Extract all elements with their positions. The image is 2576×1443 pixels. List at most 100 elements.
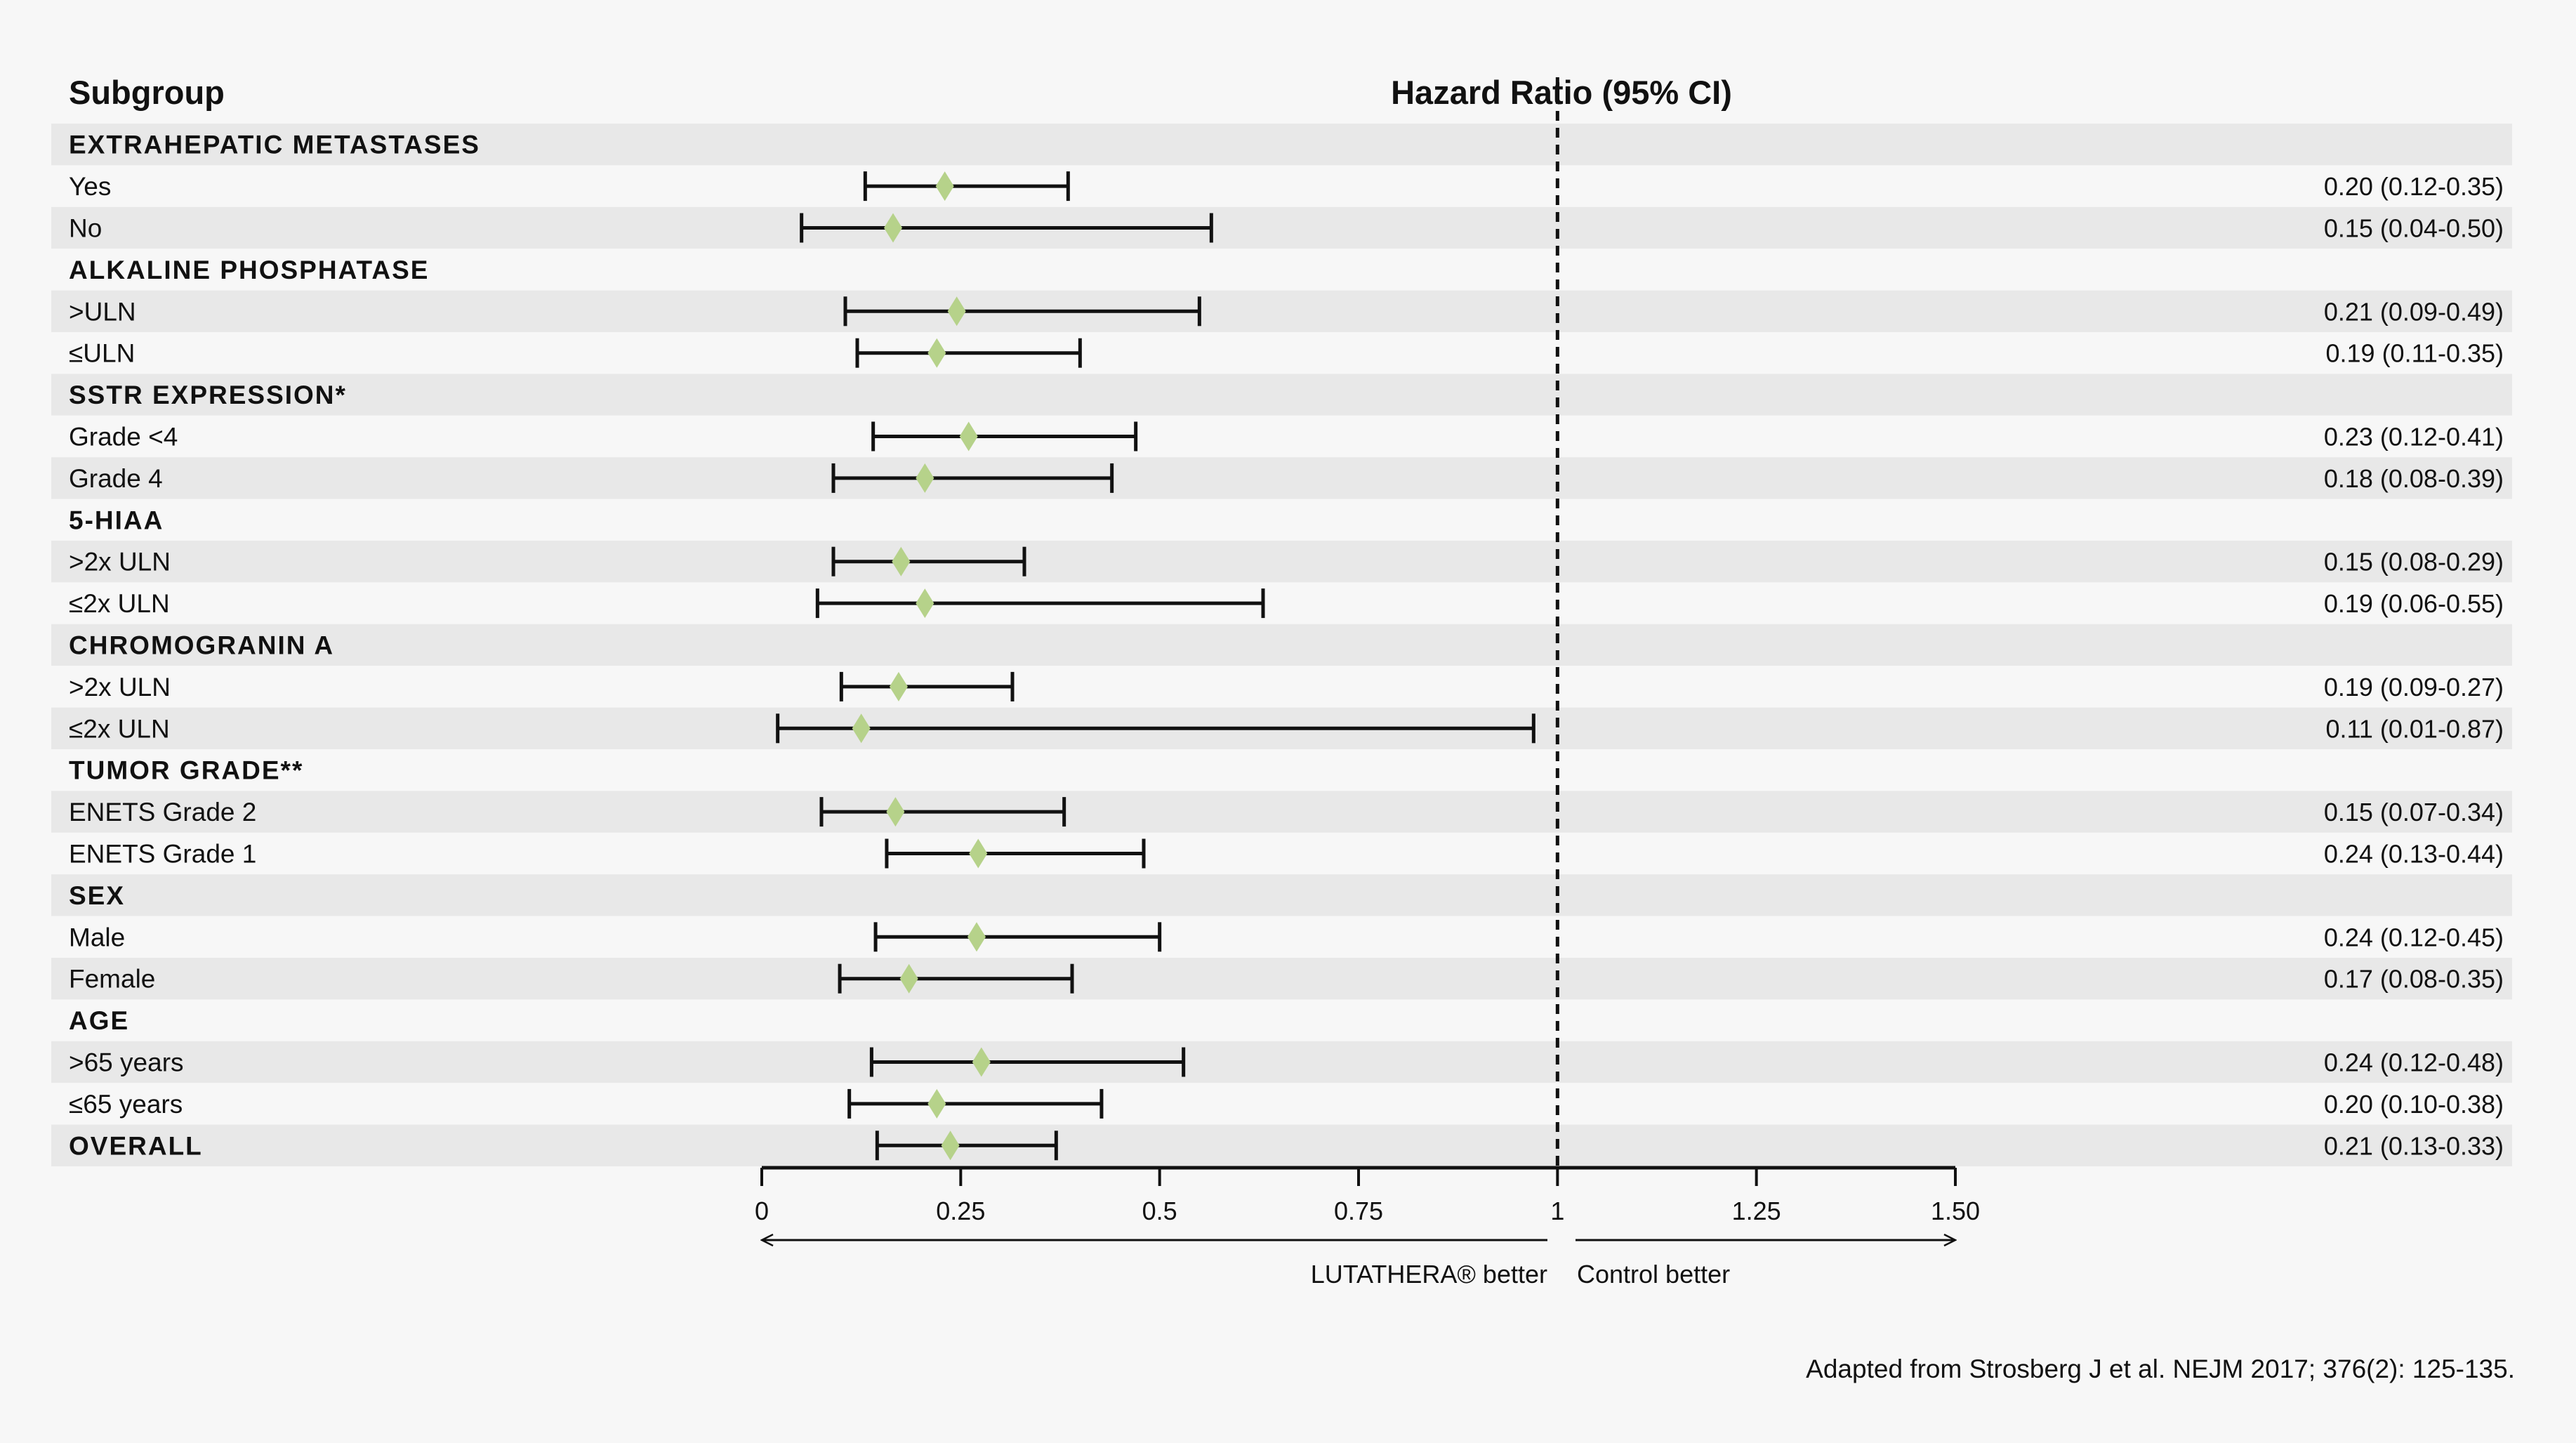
- hazard-ratio-marker: [967, 922, 986, 952]
- subgroup-header-row: SSTR EXPRESSION*: [69, 381, 345, 409]
- direction-indicators: LUTATHERA® better Control better: [762, 1240, 1955, 1289]
- hazard-ratio-marker: [916, 463, 934, 493]
- ci-value-text: 0.21 (0.13-0.33): [2324, 1131, 2504, 1160]
- ci-value-text: 0.24 (0.13-0.44): [2324, 840, 2504, 869]
- subgroup-row: Grade 4 0.18 (0.08-0.39): [69, 463, 2504, 493]
- hazard-ratio-marker: [884, 213, 902, 243]
- subgroup-label: Male: [69, 923, 125, 951]
- x-tick-label: 0.25: [936, 1197, 985, 1225]
- row-band: [51, 290, 2512, 332]
- ci-value-text: 0.19 (0.11-0.35): [2326, 339, 2504, 368]
- ci-value-text: 0.19 (0.06-0.55): [2324, 589, 2504, 618]
- ci-value-text: 0.21 (0.09-0.49): [2324, 297, 2504, 326]
- lutathera-better-label: LUTATHERA® better: [1311, 1260, 1547, 1289]
- category-label: ALKALINE PHOSPHATASE: [69, 256, 429, 284]
- hazard-ratio-marker: [927, 338, 946, 368]
- x-tick-label: 1.50: [1931, 1197, 1980, 1225]
- control-better-label: Control better: [1577, 1260, 1730, 1289]
- x-tick-label: 0.75: [1334, 1197, 1383, 1225]
- subgroup-label: >ULN: [69, 297, 136, 326]
- ci-value-text: 0.20 (0.12-0.35): [2324, 172, 2504, 201]
- category-label: AGE: [69, 1006, 129, 1035]
- hazard-ratio-marker: [969, 838, 988, 869]
- subgroup-label: >2x ULN: [69, 548, 171, 576]
- hazard-ratio-marker: [935, 171, 954, 202]
- subgroup-row: Grade <4 0.23 (0.12-0.41): [69, 421, 2504, 452]
- subgroup-header-row: AGE: [69, 1006, 129, 1035]
- subgroup-label: ≤ULN: [69, 339, 135, 368]
- hazard-ratio-marker: [916, 588, 934, 619]
- row-band: [51, 1083, 2512, 1125]
- x-tick-label: 0.5: [1142, 1197, 1177, 1225]
- x-tick-label: 1: [1550, 1197, 1564, 1225]
- hazard-ratio-marker: [947, 296, 966, 327]
- subgroup-row: >2x ULN 0.19 (0.09-0.27): [69, 671, 2504, 701]
- hazard-ratio-marker: [892, 546, 911, 576]
- row-band: [51, 666, 2512, 708]
- row-band: [51, 165, 2512, 207]
- subgroup-label: >65 years: [69, 1048, 184, 1077]
- subgroup-label: ≤2x ULN: [69, 714, 170, 743]
- subgroup-label: ≤2x ULN: [69, 589, 170, 618]
- category-label: 5-HIAA: [69, 506, 164, 534]
- subgroup-rows: EXTRAHEPATIC METASTASES Yes 0.20 (0.12-0.3…: [69, 131, 2504, 1161]
- ci-value-text: 0.20 (0.10-0.38): [2324, 1090, 2504, 1119]
- subgroup-label: Grade <4: [69, 423, 178, 452]
- ci-value-text: 0.23 (0.12-0.41): [2324, 423, 2504, 452]
- row-band: [51, 749, 2512, 791]
- row-band: [51, 332, 2512, 374]
- x-tick-label: 1.25: [1732, 1197, 1781, 1225]
- subgroup-header-row: CHROMOGRANIN A: [69, 631, 333, 660]
- hazard-ratio-marker: [886, 797, 905, 827]
- ci-value-text: 0.15 (0.07-0.34): [2324, 798, 2504, 826]
- subgroup-label: Grade 4: [69, 464, 163, 493]
- subgroup-row: ENETS Grade 2 0.15 (0.07-0.34): [69, 797, 2504, 827]
- row-band: [51, 249, 2512, 291]
- row-band: [51, 874, 2512, 916]
- row-band: [51, 958, 2512, 1000]
- subgroup-row: ≤ULN 0.19 (0.11-0.35): [69, 338, 2504, 368]
- subgroup-column-header: Subgroup: [69, 74, 225, 111]
- ci-value-text: 0.18 (0.08-0.39): [2324, 464, 2504, 493]
- row-band: [51, 457, 2512, 499]
- subgroup-label: ENETS Grade 1: [69, 840, 256, 869]
- ci-value-text: 0.11 (0.01-0.87): [2326, 714, 2504, 743]
- hazard-ratio-marker: [959, 421, 978, 452]
- hazard-ratio-marker: [972, 1047, 991, 1077]
- row-band: [51, 541, 2512, 583]
- subgroup-label: >2x ULN: [69, 673, 171, 701]
- subgroup-label: Female: [69, 965, 155, 994]
- ci-value-text: 0.24 (0.12-0.45): [2324, 923, 2504, 951]
- chart-title: Hazard Ratio (95% CI): [1391, 74, 1732, 111]
- subgroup-label: No: [69, 214, 102, 243]
- subgroup-label: ≤65 years: [69, 1090, 183, 1119]
- row-bands: [51, 124, 2512, 1166]
- row-band: [51, 1124, 2512, 1166]
- subgroup-row: ≤2x ULN 0.11 (0.01-0.87): [69, 713, 2504, 744]
- ci-value-text: 0.17 (0.08-0.35): [2324, 965, 2504, 994]
- overall-label: OVERALL: [69, 1131, 203, 1160]
- category-label: EXTRAHEPATIC METASTASES: [69, 131, 480, 159]
- hazard-ratio-marker: [927, 1088, 946, 1119]
- hazard-ratio-marker: [852, 713, 871, 744]
- overall-row: OVERALL 0.21 (0.13-0.33): [69, 1131, 2504, 1161]
- row-band: [51, 999, 2512, 1041]
- category-label: SEX: [69, 881, 125, 910]
- subgroup-header-row: SEX: [69, 881, 125, 910]
- row-band: [51, 206, 2512, 249]
- row-band: [51, 916, 2512, 958]
- source-citation: Adapted from Strosberg J et al. NEJM 201…: [1806, 1355, 2515, 1383]
- row-band: [51, 791, 2512, 833]
- subgroup-label: ENETS Grade 2: [69, 798, 256, 826]
- row-band: [51, 832, 2512, 875]
- row-band: [51, 1041, 2512, 1083]
- row-band: [51, 624, 2512, 666]
- row-band: [51, 499, 2512, 541]
- subgroup-header-row: 5-HIAA: [69, 506, 164, 534]
- subgroup-header-row: ALKALINE PHOSPHATASE: [69, 256, 429, 284]
- subgroup-header-row: TUMOR GRADE**: [69, 756, 302, 785]
- hazard-ratio-marker: [941, 1131, 960, 1161]
- ci-value-text: 0.24 (0.12-0.48): [2324, 1048, 2504, 1077]
- ci-value-text: 0.15 (0.08-0.29): [2324, 548, 2504, 576]
